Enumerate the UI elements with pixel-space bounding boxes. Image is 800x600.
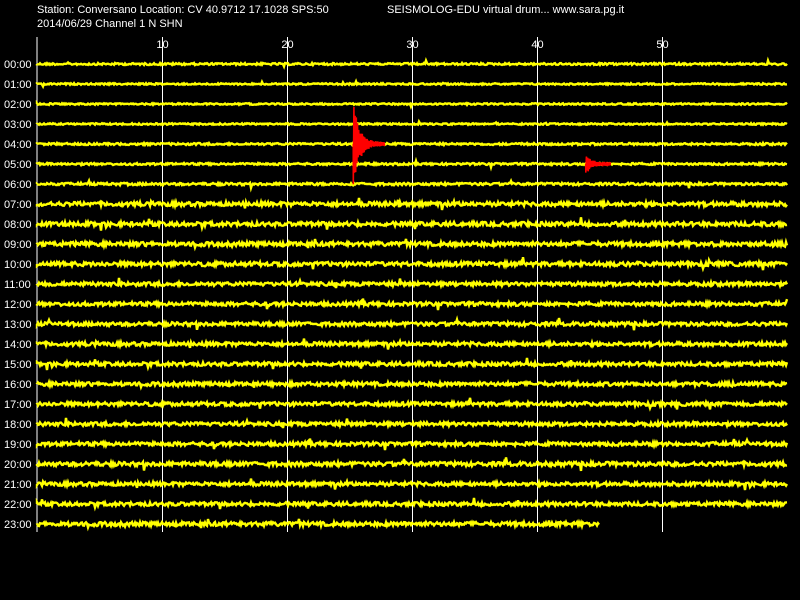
hour-label: 03:00 [4, 119, 32, 131]
trace-line [35, 417, 789, 430]
trace-line [35, 177, 789, 193]
hour-label: 15:00 [4, 359, 32, 371]
trace-line [35, 377, 788, 391]
trace-line [35, 196, 788, 211]
hour-label: 11:00 [4, 279, 31, 291]
trace-line [35, 237, 789, 252]
hour-label: 20:00 [4, 459, 32, 471]
trace-line [35, 118, 788, 127]
trace-line [35, 99, 788, 111]
trace-line [35, 357, 789, 372]
trace-line [35, 78, 788, 90]
date-channel: 2014/06/29 Channel 1 N SHN [37, 18, 183, 30]
event-1 [584, 156, 612, 173]
hour-label: 22:00 [4, 499, 32, 511]
hour-label: 08:00 [4, 219, 32, 231]
hour-label: 05:00 [4, 159, 32, 171]
trace-line [35, 56, 788, 70]
trace-line [35, 477, 789, 491]
hour-label: 12:00 [4, 299, 32, 311]
event-0 [352, 106, 386, 185]
hour-label: 04:00 [4, 139, 32, 151]
x-tick-label: 30 [406, 39, 418, 51]
trace-line [35, 337, 789, 350]
trace-line [35, 217, 788, 233]
brand-text: SEISMOLOG-EDU virtual drum... www.sara.p… [387, 4, 625, 16]
hour-label: 09:00 [4, 239, 32, 251]
hour-label: 14:00 [4, 339, 32, 351]
trace-line [35, 518, 600, 532]
hour-label: 19:00 [4, 439, 32, 451]
trace-line [35, 497, 788, 512]
hour-label: 02:00 [4, 99, 32, 111]
x-tick-label: 50 [656, 39, 668, 51]
x-tick-label: 40 [531, 39, 543, 51]
x-tick-label: 10 [156, 39, 168, 51]
station-info: Station: Conversano Location: CV 40.9712… [37, 4, 329, 16]
hour-label: 01:00 [4, 79, 32, 91]
hour-label: 18:00 [4, 419, 32, 431]
hour-label: 10:00 [4, 259, 32, 271]
hour-label: 00:00 [4, 59, 32, 71]
trace-line [35, 156, 788, 172]
hour-label: 23:00 [4, 519, 32, 531]
hour-label: 06:00 [4, 179, 32, 191]
trace-line [35, 256, 788, 273]
hour-label: 07:00 [4, 199, 32, 211]
hour-label: 16:00 [4, 379, 32, 391]
hour-label: 13:00 [4, 319, 32, 331]
hour-label: 21:00 [4, 479, 32, 491]
trace-line [35, 140, 788, 148]
trace-line [35, 277, 789, 290]
trace-line [35, 457, 788, 472]
trace-line [35, 315, 789, 331]
trace-line [35, 436, 789, 451]
x-tick-label: 20 [281, 39, 293, 51]
trace-line [35, 397, 788, 412]
hour-label: 17:00 [4, 399, 32, 411]
trace-line [35, 298, 789, 311]
